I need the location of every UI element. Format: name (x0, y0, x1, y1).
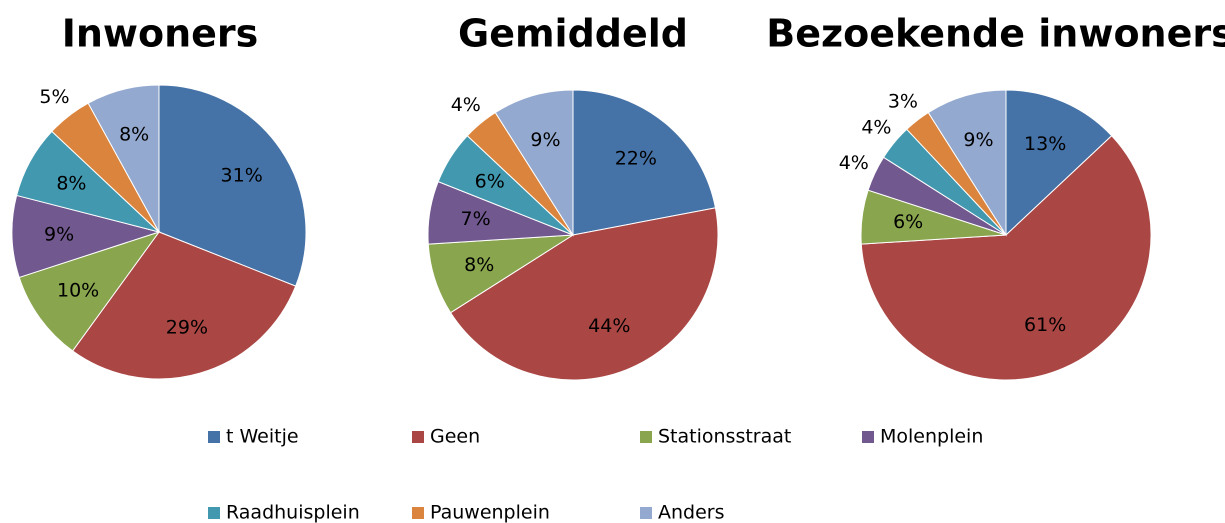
data-label: 9% (963, 129, 993, 151)
data-label: 6% (475, 171, 505, 193)
legend-swatch (412, 431, 424, 443)
legend-label: Geen (430, 426, 480, 448)
data-label: 29% (166, 316, 208, 338)
pie-slice (11, 194, 161, 279)
legend-label: Stationsstraat (658, 426, 791, 448)
legend-label: Anders (658, 502, 725, 523)
pie-slice (494, 89, 574, 237)
data-label: 13% (1024, 133, 1066, 155)
data-label: 3% (888, 91, 918, 113)
pie-slice (927, 89, 1007, 237)
legend-label: Raadhuisplein (226, 502, 360, 523)
data-label: 5% (39, 86, 69, 108)
data-label: 4% (839, 152, 869, 174)
data-label: 6% (893, 211, 923, 233)
data-label: 8% (56, 172, 86, 194)
data-label: 44% (588, 315, 630, 337)
pie-slice (18, 231, 161, 352)
data-label: 10% (57, 279, 99, 301)
data-label: 22% (615, 148, 657, 170)
legend-swatch (640, 431, 652, 443)
chart-title: Gemiddeld (458, 12, 688, 56)
pie-slice (71, 231, 297, 380)
pie-slice (449, 207, 719, 381)
legend-swatch (640, 507, 652, 519)
legend-swatch (208, 507, 220, 519)
legend-label: Molenplein (880, 426, 983, 448)
legend-swatch (208, 431, 220, 443)
pie-slice (1005, 89, 1113, 237)
data-label: 31% (221, 164, 263, 186)
pie-slice (860, 135, 1152, 381)
legend-label: t Weitje (226, 426, 299, 448)
data-label: 7% (461, 208, 491, 230)
data-label: 9% (530, 129, 560, 151)
pie-slice (87, 84, 160, 233)
pie-slice (572, 89, 717, 236)
data-label: 61% (1024, 314, 1066, 336)
legend-label: Pauwenplein (430, 502, 550, 523)
pie-slice (158, 84, 307, 287)
chart-title: Bezoekende inwoners (766, 12, 1225, 56)
legend-swatch (412, 507, 424, 519)
data-label: 4% (861, 116, 891, 138)
data-label: 4% (451, 94, 481, 116)
legend-swatch (862, 431, 874, 443)
data-label: 9% (44, 224, 74, 246)
chart-title: Inwoners (62, 12, 259, 56)
data-label: 8% (119, 124, 149, 146)
data-label: 8% (464, 254, 494, 276)
